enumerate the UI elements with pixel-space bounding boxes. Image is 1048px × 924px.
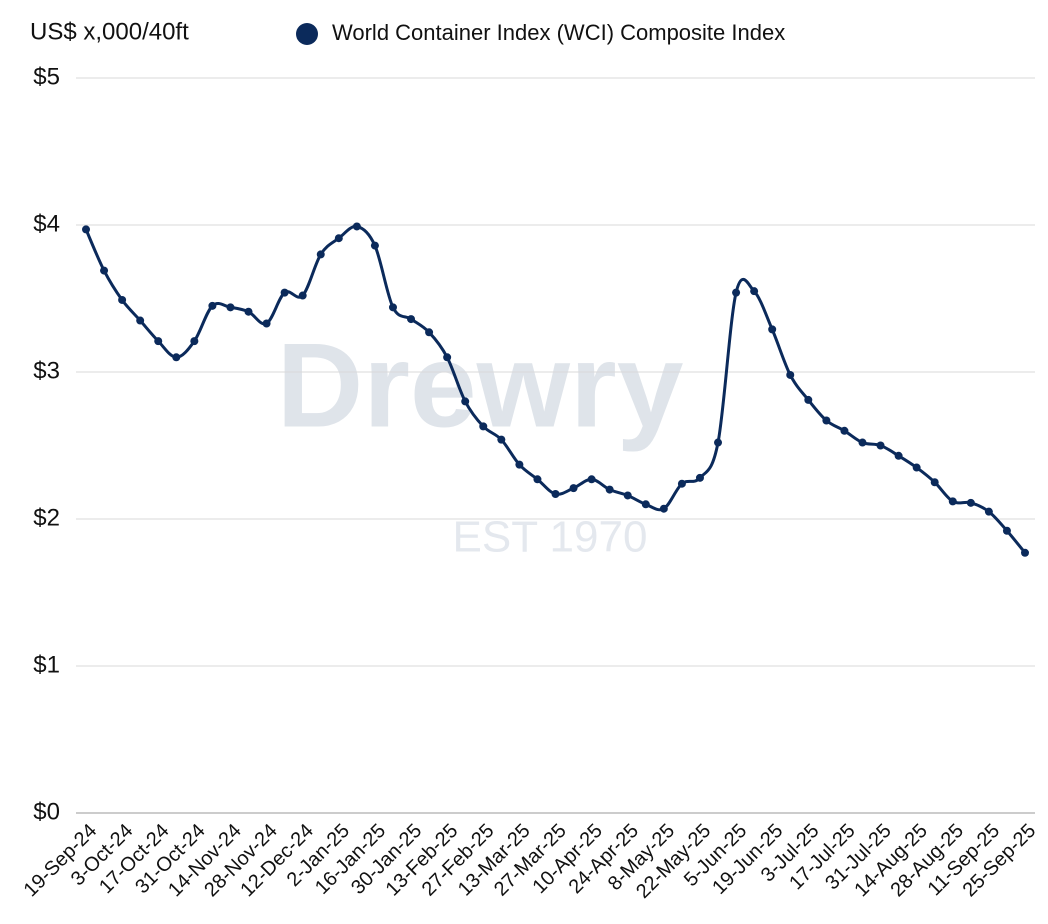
point: [316, 250, 325, 259]
point: [804, 395, 813, 404]
point: [479, 422, 488, 431]
point: [732, 288, 741, 297]
point: [262, 319, 271, 328]
y-tick-label: $2: [33, 504, 60, 531]
watermark: EST 1970: [453, 513, 648, 562]
point: [118, 295, 127, 304]
point: [695, 473, 704, 482]
point: [100, 266, 109, 275]
point: [569, 484, 578, 493]
point: [244, 307, 253, 316]
point: [966, 498, 975, 507]
point: [659, 504, 668, 513]
point: [388, 303, 397, 312]
point: [334, 234, 343, 243]
point: [443, 353, 452, 362]
point: [298, 291, 307, 300]
y-tick-label: $3: [33, 357, 60, 384]
point: [208, 301, 217, 310]
y-tick-label: $0: [33, 798, 60, 825]
watermark: Drewry: [277, 319, 684, 453]
point: [786, 370, 795, 379]
point: [677, 479, 686, 488]
point: [1002, 526, 1011, 535]
point: [822, 416, 831, 425]
point: [136, 316, 145, 325]
point: [190, 337, 199, 346]
point: [840, 426, 849, 435]
point: [930, 478, 939, 487]
point: [280, 288, 289, 297]
point: [551, 490, 560, 499]
point: [894, 451, 903, 460]
point: [623, 491, 632, 500]
point: [515, 460, 524, 469]
point: [641, 500, 650, 509]
point: [1021, 548, 1029, 557]
legend-label: World Container Index (WCI) Composite In…: [332, 20, 785, 45]
point: [750, 287, 759, 296]
point: [172, 353, 181, 362]
point: [984, 507, 993, 516]
point: [714, 438, 723, 447]
point: [605, 485, 614, 494]
point: [370, 241, 379, 250]
y-tick-label: $1: [33, 651, 60, 678]
y-tick-label: $4: [33, 210, 60, 237]
point: [82, 225, 90, 234]
y-axis-title: US$ x,000/40ft: [30, 18, 189, 45]
point: [858, 438, 867, 447]
legend-marker: [296, 23, 318, 45]
point: [407, 315, 416, 324]
point: [226, 303, 235, 312]
point: [154, 337, 163, 346]
point: [587, 475, 596, 484]
point: [912, 463, 921, 472]
point: [497, 435, 506, 444]
y-tick-label: $5: [33, 63, 60, 90]
point: [948, 497, 957, 506]
point: [876, 441, 885, 450]
point: [352, 222, 361, 231]
point: [533, 475, 542, 484]
point: [768, 325, 777, 334]
point: [461, 397, 470, 406]
point: [425, 328, 434, 337]
